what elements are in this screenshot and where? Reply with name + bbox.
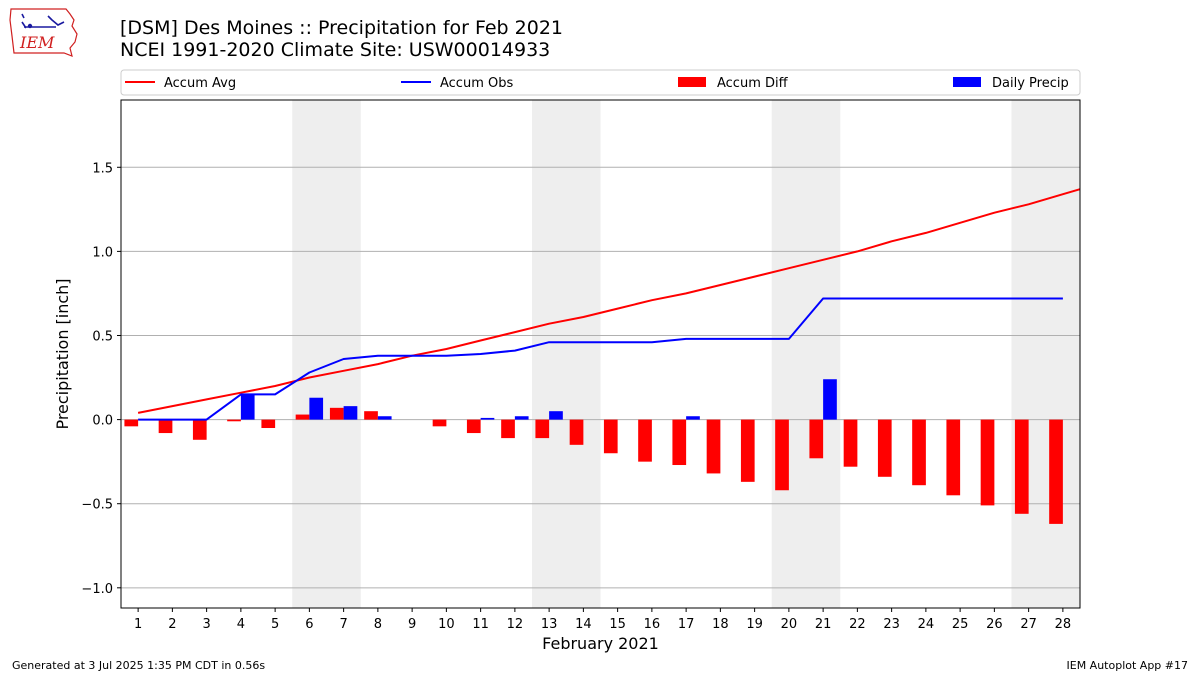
y-tick-label: 1.0 xyxy=(92,245,113,260)
iowa-state-outline-icon: IEM xyxy=(9,8,78,57)
logo-text: IEM xyxy=(19,33,55,52)
bar-accum-diff xyxy=(158,419,173,434)
bar-accum-diff xyxy=(638,419,652,462)
bar-accum-diff xyxy=(809,419,824,459)
x-tick-label: 9 xyxy=(408,617,416,632)
bar-accum-diff xyxy=(227,419,241,422)
x-tick-label: 12 xyxy=(507,617,524,632)
plot-frame xyxy=(120,99,1081,609)
weekend-shade-1 xyxy=(292,100,361,608)
x-tick-label: 4 xyxy=(237,617,245,632)
legend-label-accum-diff: Accum Diff xyxy=(717,76,789,91)
x-tick-label: 27 xyxy=(1020,617,1037,632)
bar-daily-precip xyxy=(549,411,563,420)
x-tick-label: 18 xyxy=(712,617,729,632)
legend-label-accum-avg: Accum Avg xyxy=(164,76,236,91)
bar-accum-diff xyxy=(740,419,755,482)
bar-accum-diff xyxy=(329,407,344,420)
chart-title: [DSM] Des Moines :: Precipitation for Fe… xyxy=(120,17,564,39)
bar-accum-diff xyxy=(535,419,550,439)
bar-accum-diff xyxy=(569,419,584,445)
bar-accum-diff xyxy=(980,419,995,506)
bar-accum-diff xyxy=(192,419,207,440)
bar-daily-precip xyxy=(343,406,358,420)
bar-daily-precip xyxy=(514,416,529,420)
x-tick-label: 25 xyxy=(952,617,969,632)
bar-accum-diff xyxy=(1014,419,1029,514)
bar-daily-precip xyxy=(480,417,495,420)
legend-swatch-daily-precip xyxy=(953,77,981,87)
legend-box xyxy=(120,69,1081,96)
bar-accum-diff xyxy=(295,414,310,420)
x-tick-label: 6 xyxy=(305,617,313,632)
bar-accum-diff xyxy=(603,419,618,454)
bar-accum-diff xyxy=(1049,419,1063,524)
bar-accum-diff xyxy=(877,419,892,477)
x-tick-label: 7 xyxy=(339,617,347,632)
bar-accum-diff xyxy=(843,419,858,467)
x-tick-label: 24 xyxy=(918,617,935,632)
chart-subtitle: NCEI 1991-2020 Climate Site: USW00014933 xyxy=(120,39,551,61)
bar-accum-diff xyxy=(946,419,961,496)
y-tick-label: 0.0 xyxy=(92,414,113,429)
weekend-shade-4 xyxy=(1011,100,1080,608)
legend-swatch-accum-diff xyxy=(678,77,706,87)
x-tick-label: 10 xyxy=(438,617,455,632)
x-tick-label: 23 xyxy=(883,617,900,632)
legend-label-accum-obs: Accum Obs xyxy=(440,76,513,91)
x-tick-label: 16 xyxy=(644,617,661,632)
y-axis-label: Precipitation [inch] xyxy=(53,278,72,429)
iem-logo: IEM xyxy=(8,6,80,58)
bar-accum-diff xyxy=(124,419,139,427)
generated-timestamp: Generated at 3 Jul 2025 1:35 PM CDT in 0… xyxy=(12,659,266,672)
y-tick-label: −1.0 xyxy=(81,582,113,597)
bar-accum-diff xyxy=(261,419,276,429)
line-accum-obs xyxy=(138,297,1063,421)
bar-daily-precip xyxy=(823,379,837,420)
y-tick-label: 1.5 xyxy=(92,161,113,176)
x-tick-label: 21 xyxy=(815,617,832,632)
x-axis-label: February 2021 xyxy=(542,634,659,653)
y-tick-label: −0.5 xyxy=(81,498,113,513)
bar-daily-precip xyxy=(377,416,392,420)
legend-label-daily-precip: Daily Precip xyxy=(992,76,1069,91)
x-tick-label: 3 xyxy=(202,617,210,632)
bar-daily-precip xyxy=(309,397,324,420)
bar-accum-diff xyxy=(912,419,926,486)
bar-accum-diff xyxy=(672,419,687,466)
x-tick-label: 28 xyxy=(1055,617,1072,632)
weekend-shade-3 xyxy=(771,100,841,608)
y-tick-label: 0.5 xyxy=(92,329,113,344)
bar-accum-diff xyxy=(775,419,789,491)
bar-accum-diff xyxy=(501,419,515,439)
bar-accum-diff xyxy=(466,419,481,434)
x-tick-label: 26 xyxy=(986,617,1003,632)
x-tick-label: 11 xyxy=(472,617,489,632)
x-tick-label: 13 xyxy=(541,617,558,632)
x-tick-label: 14 xyxy=(575,617,592,632)
bar-accum-diff xyxy=(706,419,721,474)
weekend-shade-2 xyxy=(532,100,601,608)
x-tick-label: 8 xyxy=(374,617,382,632)
x-tick-label: 2 xyxy=(168,617,176,632)
x-tick-label: 19 xyxy=(746,617,763,632)
bar-accum-diff xyxy=(432,419,447,427)
bar-daily-precip xyxy=(686,416,700,420)
x-tick-label: 1 xyxy=(134,617,142,632)
bar-daily-precip xyxy=(240,394,255,420)
x-tick-label: 20 xyxy=(781,617,798,632)
bar-accum-diff xyxy=(364,411,378,420)
x-tick-label: 5 xyxy=(271,617,279,632)
x-tick-label: 22 xyxy=(849,617,866,632)
x-tick-label: 15 xyxy=(609,617,626,632)
x-tick-label: 17 xyxy=(678,617,695,632)
app-label: IEM Autoplot App #17 xyxy=(1066,659,1189,672)
